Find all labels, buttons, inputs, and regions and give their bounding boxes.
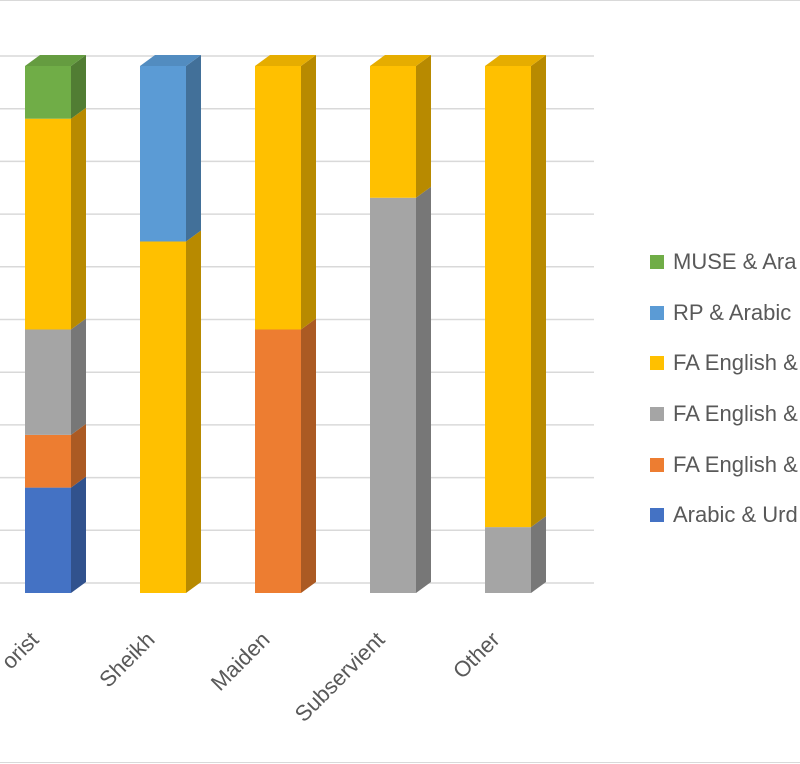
bar-segment-side	[71, 318, 86, 435]
bar-segment-side	[71, 423, 86, 488]
x-axis-labels: orist Sheikh Maiden Subservient Other	[0, 627, 505, 727]
bar-segment	[25, 487, 71, 593]
bar-column-maiden	[255, 55, 316, 593]
bar-segment-side	[186, 55, 201, 242]
bar-segment-side	[416, 186, 431, 593]
bar-top-face	[140, 55, 201, 66]
legend-swatch	[650, 305, 664, 320]
legend-label: MUSE & Ara	[673, 249, 797, 275]
legend-swatch	[650, 457, 664, 472]
legend-label: FA English &	[673, 451, 798, 477]
bar-column-other	[485, 55, 546, 593]
legend-label: FA English &	[673, 401, 798, 427]
legend-item-arabic-urdu: Arabic & Urd	[650, 490, 798, 541]
bar-segment	[255, 329, 301, 593]
x-tick-label: Subservient	[290, 627, 390, 727]
x-tick-label: Maiden	[206, 627, 275, 696]
bar-column-subservient	[370, 55, 431, 593]
legend-item-fa-english-gray: FA English &	[650, 389, 798, 440]
x-tick-label: Sheikh	[94, 627, 159, 692]
x-tick-label: Other	[448, 627, 505, 684]
bar-segment	[25, 329, 71, 435]
bar-segment	[25, 434, 71, 488]
legend-item-fa-english-orange: FA English &	[650, 439, 798, 490]
bar-top-face	[370, 55, 431, 66]
bar-segment	[255, 66, 301, 330]
x-tick-label: orist	[0, 627, 44, 674]
bar-segment	[140, 241, 186, 593]
bar-top-face	[485, 55, 546, 66]
bar-segment	[370, 197, 416, 593]
bar-segment-side	[416, 55, 431, 198]
legend-swatch	[650, 508, 664, 523]
bar-segment	[25, 66, 71, 119]
legend-item-fa-english-yellow: FA English &	[650, 338, 798, 389]
bar-segment-side	[71, 55, 86, 119]
legend-label: Arabic & Urd	[673, 502, 798, 528]
bar-segment-side	[301, 318, 316, 593]
bar-segment-side	[301, 55, 316, 330]
legend-swatch	[650, 407, 664, 422]
bar-top-face	[255, 55, 316, 66]
bar-segment	[140, 66, 186, 242]
bar-segment	[370, 66, 416, 198]
bar-segment-side	[531, 55, 546, 528]
bar-column-sheikh	[140, 55, 201, 593]
legend-swatch	[650, 356, 664, 371]
legend: MUSE & Ara RP & Arabic FA English & FA E…	[650, 237, 798, 541]
legend-swatch	[650, 255, 664, 270]
bar-segment-side	[531, 516, 546, 593]
legend-label: RP & Arabic	[673, 299, 792, 325]
bar-segment	[485, 66, 531, 528]
bar-segment	[485, 527, 531, 593]
bar-top-face	[25, 55, 86, 66]
legend-item-rp-arabic: RP & Arabic	[650, 288, 798, 339]
legend-label: FA English &	[673, 350, 798, 376]
bar-segment-side	[71, 476, 86, 593]
bars	[25, 55, 546, 593]
bar-segment	[25, 118, 71, 330]
bar-segment-side	[71, 107, 86, 330]
bar-segment-side	[186, 230, 201, 593]
bar-column-terrorist	[25, 55, 86, 593]
legend-item-muse-arabic: MUSE & Ara	[650, 237, 798, 288]
